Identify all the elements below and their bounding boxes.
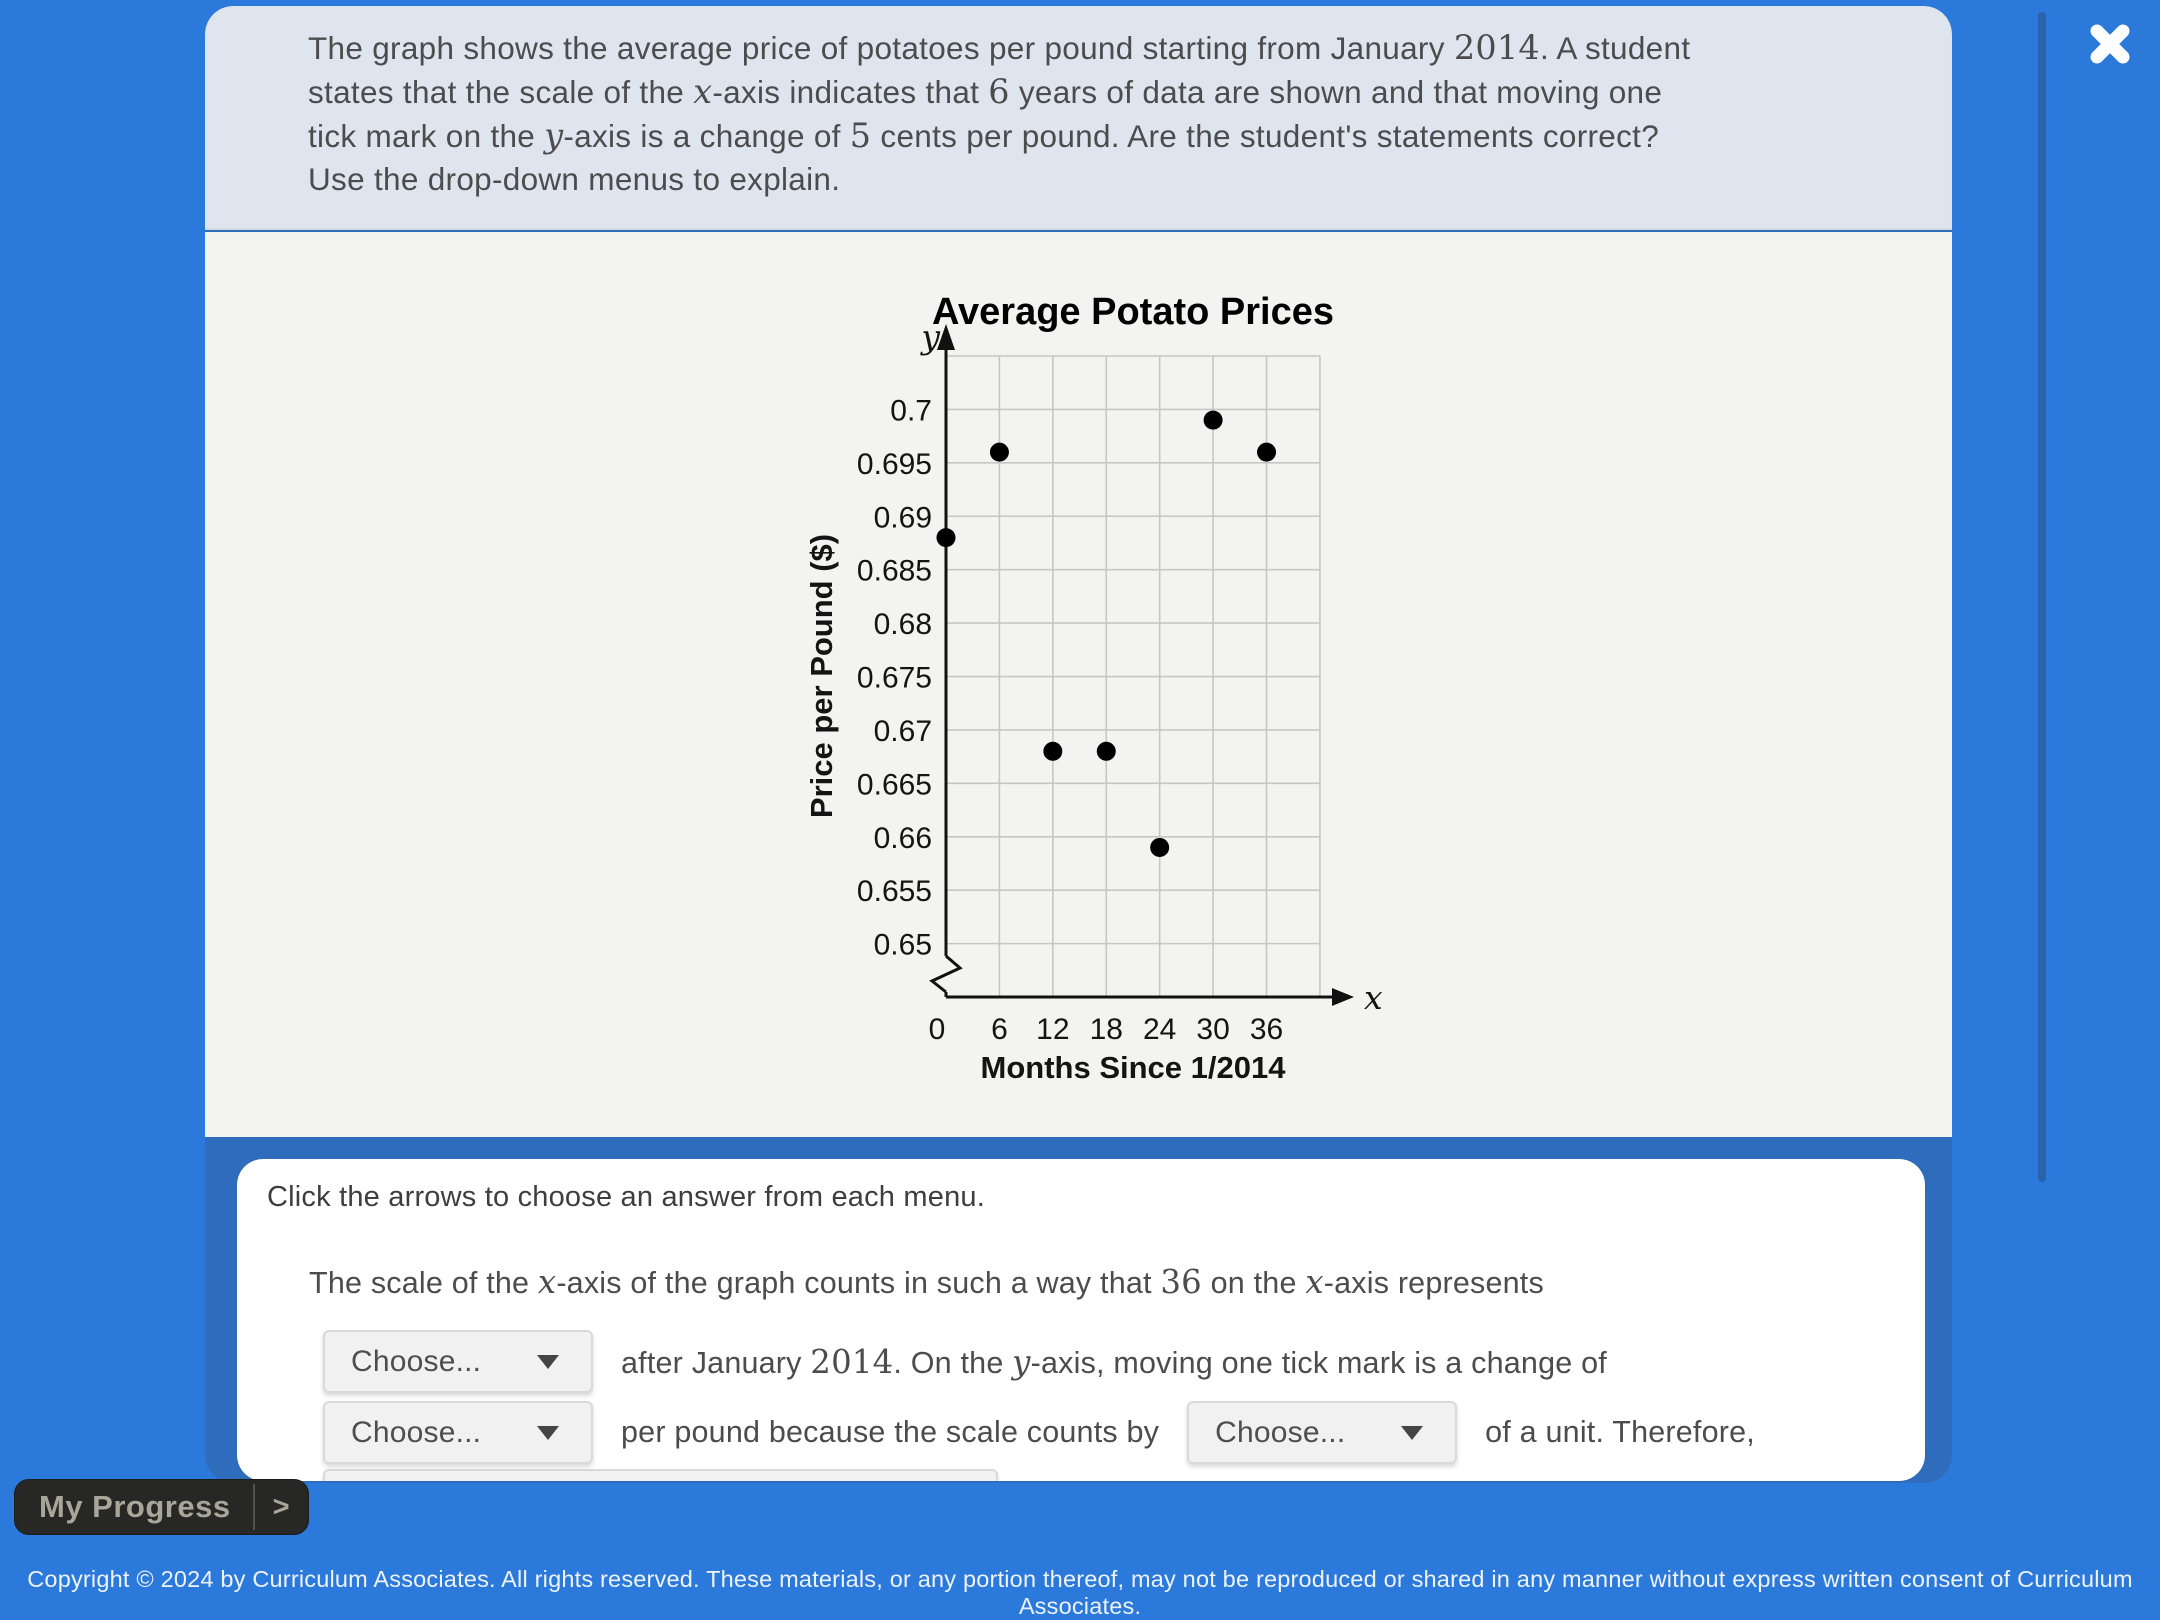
scrollbar-thumb[interactable] bbox=[2038, 12, 2046, 1182]
math-text: x bbox=[537, 1263, 557, 1301]
chevron-right-icon: > bbox=[272, 1490, 290, 1523]
math-text: x bbox=[693, 72, 713, 111]
y-tick-label: 0.7 bbox=[890, 394, 932, 427]
question-module: The graph shows the average price of pot… bbox=[205, 6, 1952, 1483]
data-point bbox=[1257, 442, 1277, 462]
answer-row-3 bbox=[323, 1469, 998, 1481]
math-text: 6 bbox=[988, 72, 1010, 111]
dropdown-value: Choose... bbox=[1215, 1415, 1346, 1449]
y-tick-label: 0.695 bbox=[857, 448, 932, 481]
dropdown-value: Choose... bbox=[351, 1415, 482, 1449]
row2-middle-text: per pound because the scale counts by bbox=[621, 1415, 1160, 1449]
math-text: y bbox=[544, 116, 564, 155]
dropdown-value: Choose... bbox=[351, 1344, 482, 1378]
my-progress-button[interactable]: My Progress > bbox=[14, 1479, 309, 1535]
x-axis-title: Months Since 1/2014 bbox=[981, 1050, 1287, 1085]
math-text: y bbox=[1012, 1342, 1031, 1381]
y-axis-arrow bbox=[937, 324, 955, 350]
y-tick-label: 0.655 bbox=[857, 875, 932, 908]
button-divider bbox=[252, 1484, 255, 1530]
y-var-label: y bbox=[919, 317, 940, 356]
answer-card: Click the arrows to choose an answer fro… bbox=[237, 1159, 1925, 1481]
y-tick-label: 0.69 bbox=[874, 501, 932, 534]
x-tick-label: 18 bbox=[1090, 1013, 1123, 1046]
data-point bbox=[936, 528, 956, 548]
row2-end-text: of a unit. Therefore, bbox=[1485, 1415, 1755, 1449]
row1-text: after January 2014. On the y-axis, movin… bbox=[621, 1342, 1607, 1381]
y-tick-label: 0.65 bbox=[874, 929, 932, 962]
data-point bbox=[1150, 837, 1170, 857]
chevron-down-icon bbox=[537, 1425, 559, 1440]
dropdown-tick-mark-change[interactable]: Choose... bbox=[323, 1401, 593, 1464]
data-point bbox=[989, 442, 1009, 462]
math-text: 36 bbox=[1160, 1263, 1202, 1301]
y-tick-label: 0.68 bbox=[874, 608, 932, 641]
y-axis-title: Price per Pound ($) bbox=[804, 534, 839, 818]
x-tick-label: 24 bbox=[1143, 1013, 1176, 1046]
close-icon bbox=[2090, 24, 2130, 64]
x-tick-label: 30 bbox=[1196, 1013, 1229, 1046]
dropdown-conclusion-partial[interactable] bbox=[323, 1469, 998, 1481]
y-tick-label: 0.665 bbox=[857, 768, 932, 801]
question-header: The graph shows the average price of pot… bbox=[205, 6, 1952, 230]
y-tick-label: 0.66 bbox=[874, 822, 932, 855]
chart-panel: y x 0.7 0.695 0.69 0.685 0.68 0.675 0.67 0.665 0.6… bbox=[205, 232, 1952, 1137]
math-text: 2014 bbox=[810, 1342, 894, 1381]
y-axis-break bbox=[929, 954, 963, 994]
x-tick-label: 36 bbox=[1250, 1013, 1283, 1046]
data-point bbox=[1203, 410, 1223, 430]
x-axis-arrow bbox=[1332, 988, 1354, 1006]
my-progress-label: My Progress bbox=[39, 1489, 231, 1524]
answer-sentence: The scale of the x-axis of the graph cou… bbox=[309, 1263, 1544, 1301]
potato-prices-chart: y x 0.7 0.695 0.69 0.685 0.68 0.675 0.67 0.665 0.6… bbox=[804, 291, 1383, 1085]
origin-label: 0 bbox=[929, 1013, 946, 1046]
dropdown-x-axis-represents[interactable]: Choose... bbox=[323, 1330, 593, 1393]
dropdown-scale-counts-by[interactable]: Choose... bbox=[1187, 1401, 1458, 1464]
y-tick-label: 0.685 bbox=[857, 555, 932, 588]
y-tick-label: 0.67 bbox=[874, 715, 932, 748]
chart-title: Average Potato Prices bbox=[932, 291, 1334, 333]
x-tick-label: 12 bbox=[1036, 1013, 1069, 1046]
math-text: 2014 bbox=[1453, 28, 1540, 67]
math-text: x bbox=[1305, 1263, 1324, 1301]
data-point bbox=[1043, 741, 1063, 761]
question-text: The graph shows the average price of pot… bbox=[308, 28, 1691, 197]
chevron-down-icon bbox=[537, 1354, 559, 1369]
math-text: 5 bbox=[849, 116, 872, 155]
close-button[interactable] bbox=[2082, 16, 2138, 72]
data-point bbox=[1096, 741, 1116, 761]
instructions-text: Click the arrows to choose an answer fro… bbox=[267, 1181, 985, 1213]
answer-row-1: Choose... after January 2014. On the y-a… bbox=[323, 1330, 1607, 1393]
x-tick-label: 6 bbox=[991, 1013, 1008, 1046]
chevron-down-icon bbox=[1401, 1425, 1424, 1440]
y-tick-label: 0.675 bbox=[857, 662, 932, 695]
x-var-label: x bbox=[1364, 978, 1383, 1017]
answer-row-2: Choose... per pound because the scale co… bbox=[323, 1401, 1755, 1464]
copyright-text: Copyright © 2024 by Curriculum Associate… bbox=[27, 1566, 2133, 1619]
